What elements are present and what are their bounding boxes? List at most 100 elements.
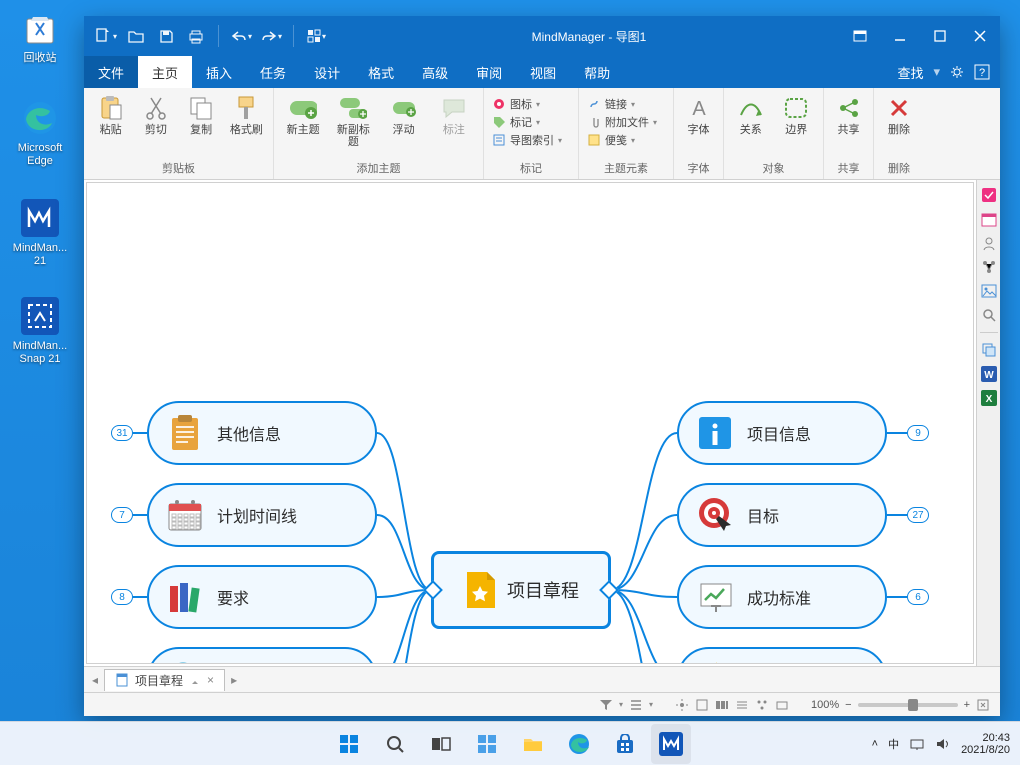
panel-image-icon[interactable]	[980, 282, 998, 300]
zoom-in-button[interactable]: +	[964, 699, 970, 711]
volume-icon[interactable]	[935, 737, 951, 751]
cut-button[interactable]: 剪切	[137, 94, 174, 136]
mark-tag-button[interactable]: 标记▾	[492, 114, 562, 130]
help-icon[interactable]: ?	[974, 64, 990, 80]
clock[interactable]: 20:43 2021/8/20	[961, 732, 1010, 756]
search-label[interactable]: 查找	[897, 63, 923, 82]
topic-node[interactable]: 其他信息	[147, 401, 377, 465]
widgets-button[interactable]	[467, 724, 507, 764]
filter-icon[interactable]	[599, 699, 613, 711]
search-button[interactable]	[375, 724, 415, 764]
mark-icon-button[interactable]: 图标▾	[492, 96, 562, 112]
close-button[interactable]	[960, 16, 1000, 56]
taskview-button[interactable]	[421, 724, 461, 764]
panel-copy-icon[interactable]	[980, 341, 998, 359]
mindmanager-taskbar-button[interactable]	[651, 724, 691, 764]
count-badge[interactable]: 7	[111, 507, 133, 523]
ime-indicator[interactable]: 中	[888, 736, 899, 752]
open-button[interactable]	[124, 24, 148, 48]
center-node[interactable]: 项目章程	[431, 551, 611, 629]
menu-insert[interactable]: 插入	[192, 56, 246, 88]
share-button[interactable]: 共享	[832, 94, 865, 136]
ribbon-toggle-button[interactable]	[840, 16, 880, 56]
zoom-out-button[interactable]: −	[845, 699, 851, 711]
new-topic-button[interactable]: 新主题	[282, 94, 324, 136]
desktop-icon-edge[interactable]: Microsoft Edge	[6, 98, 74, 168]
zoom-value[interactable]: 100%	[811, 699, 839, 711]
count-badge[interactable]: 9	[907, 425, 929, 441]
panel-calendar-icon[interactable]	[980, 210, 998, 228]
save-button[interactable]	[154, 24, 178, 48]
start-button[interactable]	[329, 724, 369, 764]
menu-file[interactable]: 文件	[84, 56, 138, 88]
tray-chevron-icon[interactable]: ˄	[872, 738, 878, 750]
topic-node[interactable]: 制约因素	[147, 647, 377, 664]
sticky-button[interactable]: 便笺▾	[587, 132, 657, 148]
panel-tree-icon[interactable]	[980, 258, 998, 276]
desktop-icon-snap[interactable]: MindMan... Snap 21	[6, 296, 74, 366]
mindmap-canvas[interactable]: 项目章程其他信息31计划时间线7要求8制约因素4假设事项4项目信息9目标27成功…	[86, 182, 974, 664]
view2-icon[interactable]	[695, 698, 709, 712]
count-badge[interactable]: 8	[111, 589, 133, 605]
store-button[interactable]	[605, 724, 645, 764]
edge-taskbar-button[interactable]	[559, 724, 599, 764]
network-icon[interactable]	[909, 737, 925, 751]
desktop-icon-recycle[interactable]: 回收站	[6, 8, 74, 65]
print-button[interactable]	[184, 24, 208, 48]
float-button[interactable]: 浮动	[383, 94, 425, 136]
topic-node[interactable]: 计划时间线	[147, 483, 377, 547]
zoom-slider[interactable]	[858, 703, 958, 707]
count-badge[interactable]: 27	[907, 507, 929, 523]
boundary-button[interactable]: 边界	[778, 94, 816, 136]
menu-review[interactable]: 审阅	[462, 56, 516, 88]
mark-index-button[interactable]: 导图索引▾	[492, 132, 562, 148]
redo-button[interactable]: ▾	[259, 24, 283, 48]
panel-search-icon[interactable]	[980, 306, 998, 324]
new-subtopic-button[interactable]: 新副标题	[332, 94, 374, 148]
topic-node[interactable]: 目标	[677, 483, 887, 547]
tab-nav-right[interactable]: ▸	[231, 673, 237, 687]
menu-task[interactable]: 任务	[246, 56, 300, 88]
topic-node[interactable]: 要求	[147, 565, 377, 629]
menu-design[interactable]: 设计	[300, 56, 354, 88]
menu-view[interactable]: 视图	[516, 56, 570, 88]
minimize-button[interactable]	[880, 16, 920, 56]
tab-nav-left[interactable]: ◂	[92, 673, 98, 687]
copy-button[interactable]: 复制	[183, 94, 220, 136]
paste-button[interactable]: 粘贴	[92, 94, 129, 136]
count-badge[interactable]: 6	[907, 589, 929, 605]
tab-close-button[interactable]: ×	[207, 673, 214, 687]
view4-icon[interactable]	[735, 698, 749, 712]
panel-user-icon[interactable]	[980, 234, 998, 252]
count-badge[interactable]: 31	[111, 425, 133, 441]
gear-icon[interactable]	[950, 65, 964, 79]
menu-home[interactable]: 主页	[138, 56, 192, 88]
attach-button[interactable]: 附加文件▾	[587, 114, 657, 130]
topic-node[interactable]: 机遇	[677, 647, 887, 664]
document-tab[interactable]: 项目章程 ×	[104, 669, 225, 691]
menu-advanced[interactable]: 高级	[408, 56, 462, 88]
format-painter-button[interactable]: 格式刷	[228, 94, 265, 136]
view3-icon[interactable]	[715, 698, 729, 712]
fit-icon[interactable]	[976, 698, 990, 712]
undo-button[interactable]: ▾	[229, 24, 253, 48]
topic-node[interactable]: 成功标准	[677, 565, 887, 629]
new-doc-button[interactable]: ▾	[94, 24, 118, 48]
menu-help[interactable]: 帮助	[570, 56, 624, 88]
panel-word-icon[interactable]: W	[980, 365, 998, 383]
note-button[interactable]: 标注	[433, 94, 475, 136]
relation-button[interactable]: 关系	[732, 94, 770, 136]
view6-icon[interactable]	[775, 698, 789, 712]
link-button[interactable]: 链接▾	[587, 96, 657, 112]
desktop-icon-mm[interactable]: MindMan... 21	[6, 198, 74, 268]
style-button[interactable]: ▾	[304, 24, 328, 48]
view1-icon[interactable]	[675, 698, 689, 712]
explorer-button[interactable]	[513, 724, 553, 764]
tab-pin-icon[interactable]	[189, 674, 201, 686]
expand-icon[interactable]	[629, 699, 643, 711]
panel-excel-icon[interactable]: X	[980, 389, 998, 407]
menu-format[interactable]: 格式	[354, 56, 408, 88]
font-button[interactable]: A字体	[682, 94, 715, 136]
view5-icon[interactable]	[755, 698, 769, 712]
topic-node[interactable]: 项目信息	[677, 401, 887, 465]
